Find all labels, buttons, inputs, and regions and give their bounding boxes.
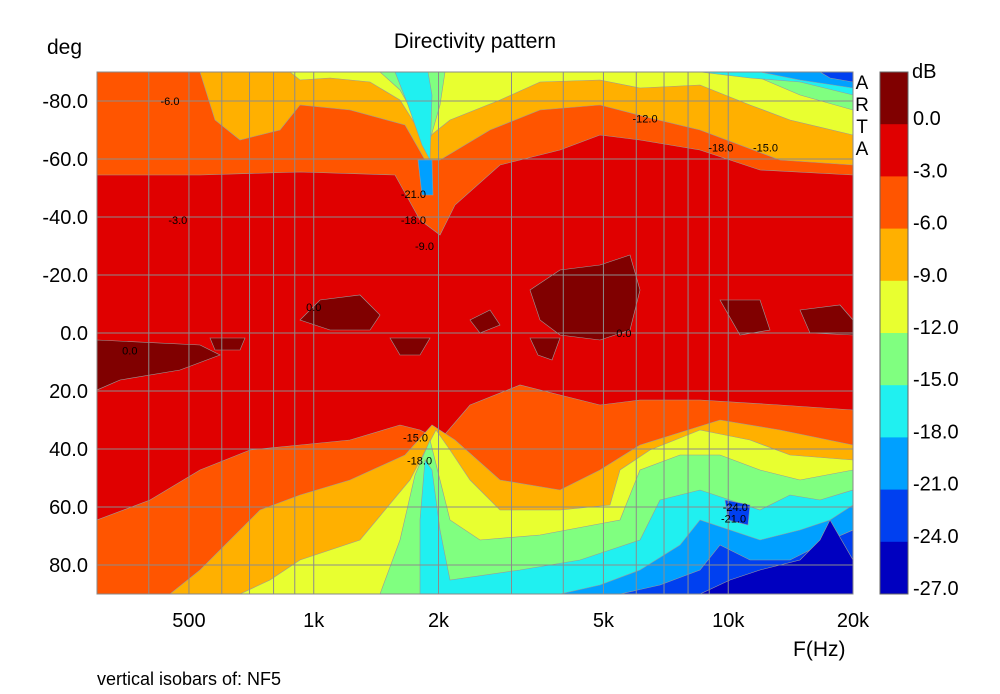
plot-area (97, 72, 853, 594)
contour-band (529, 254, 641, 341)
colorbar-level-label: -3.0 (913, 160, 947, 182)
isobar-label: -18.0 (708, 142, 733, 154)
y-tick-label: 20.0 (49, 381, 88, 403)
isobar-label: 0.0 (122, 345, 137, 357)
colorbar-level-label: -21.0 (913, 474, 959, 496)
isobar-label: 0.0 (616, 328, 631, 340)
colorbar-swatch (880, 176, 908, 230)
y-tick-label: 60.0 (49, 497, 88, 519)
isobar-label: -24.0 (723, 502, 748, 514)
isobar-label: -18.0 (407, 456, 432, 468)
colorbar-swatch (880, 385, 908, 438)
contour-band (469, 309, 501, 334)
grid-lines (97, 72, 853, 594)
colorbar-level-label: -12.0 (913, 317, 959, 339)
isobar-label: -15.0 (753, 142, 778, 154)
y-axis-label: deg (47, 36, 82, 59)
isobar-label: -21.0 (721, 514, 746, 526)
contour-band (529, 337, 561, 361)
y-tick-label: 40.0 (49, 439, 88, 461)
isobar-label: 0.0 (306, 302, 321, 314)
x-tick-label: 500 (172, 610, 205, 632)
isobar-label: -3.0 (168, 215, 187, 227)
y-tick-label: -20.0 (42, 265, 88, 287)
y-tick-label: -40.0 (42, 207, 88, 229)
contour-band (299, 294, 381, 331)
caption: vertical isobars of: NF5 (97, 669, 281, 689)
colorbar-unit: dB (912, 61, 936, 83)
colorbar-level-label: -27.0 (913, 578, 959, 600)
x-tick-label: 10k (712, 610, 745, 632)
x-tick-label: 20k (837, 610, 870, 632)
colorbar-level-label: -9.0 (913, 265, 947, 287)
colorbar-swatch (880, 489, 908, 543)
colorbar-swatch (880, 333, 908, 386)
colorbar: 0.0 -3.0 -6.0 -9.0 -12.0 -15.0 -18.0 -21.0 -24.0… (879, 71, 959, 600)
colorbar-swatch (880, 280, 908, 334)
colorbar-swatch (880, 541, 908, 595)
colorbar-level-label: -15.0 (913, 369, 959, 391)
isobar-label: -18.0 (401, 215, 426, 227)
x-axis-label: F(Hz) (793, 638, 845, 661)
isobar-labels: -6.0 -3.0 0.0 0.0 -21.0 -18.0 -9.0 -12.0 -18.0 -1… (122, 96, 778, 526)
colorbar-level-label: -18.0 (913, 421, 959, 443)
colorbar-level-label: -6.0 (913, 213, 947, 235)
colorbar-level-label: -24.0 (913, 526, 959, 548)
watermark-letter: T (856, 117, 868, 138)
x-tick-label: 2k (428, 610, 450, 632)
plot-border (96, 71, 854, 595)
y-tick-label: 80.0 (49, 555, 88, 577)
chart-title: Directivity pattern (394, 30, 556, 53)
isobar-label: -9.0 (415, 241, 434, 253)
colorbar-swatch (880, 72, 908, 125)
contour-band (799, 304, 853, 336)
contour-band (699, 519, 853, 594)
colorbar-swatch (880, 228, 908, 282)
contour-band (209, 337, 246, 351)
contour-band (719, 299, 771, 336)
contour-band (389, 337, 431, 356)
isobar-label: -15.0 (403, 432, 428, 444)
y-tick-label: -60.0 (42, 149, 88, 171)
contour-band (819, 72, 853, 83)
isobar-label: -6.0 (161, 96, 180, 108)
x-tick-label: 1k (303, 610, 325, 632)
colorbar-swatch (880, 124, 908, 177)
isobar-label: -21.0 (401, 189, 426, 201)
colorbar-level-label: 0.0 (913, 108, 941, 130)
watermark-letter: A (856, 139, 869, 160)
colorbar-frame (879, 71, 909, 595)
colorbar-swatch (880, 437, 908, 491)
y-tick-label: 0.0 (60, 323, 88, 345)
y-tick-labels: -80.0 -60.0 -40.0 -20.0 0.0 20.0 40.0 60.0 80.0 (42, 91, 88, 577)
y-tick-label: -80.0 (42, 91, 88, 113)
x-tick-labels: 500 1k 2k 5k 10k 20k (172, 610, 870, 632)
watermark-letter: A (856, 73, 869, 94)
x-tick-label: 5k (593, 610, 615, 632)
watermark-letter: R (855, 95, 869, 116)
isobar-label: -12.0 (633, 113, 658, 125)
contour-band (417, 72, 853, 196)
